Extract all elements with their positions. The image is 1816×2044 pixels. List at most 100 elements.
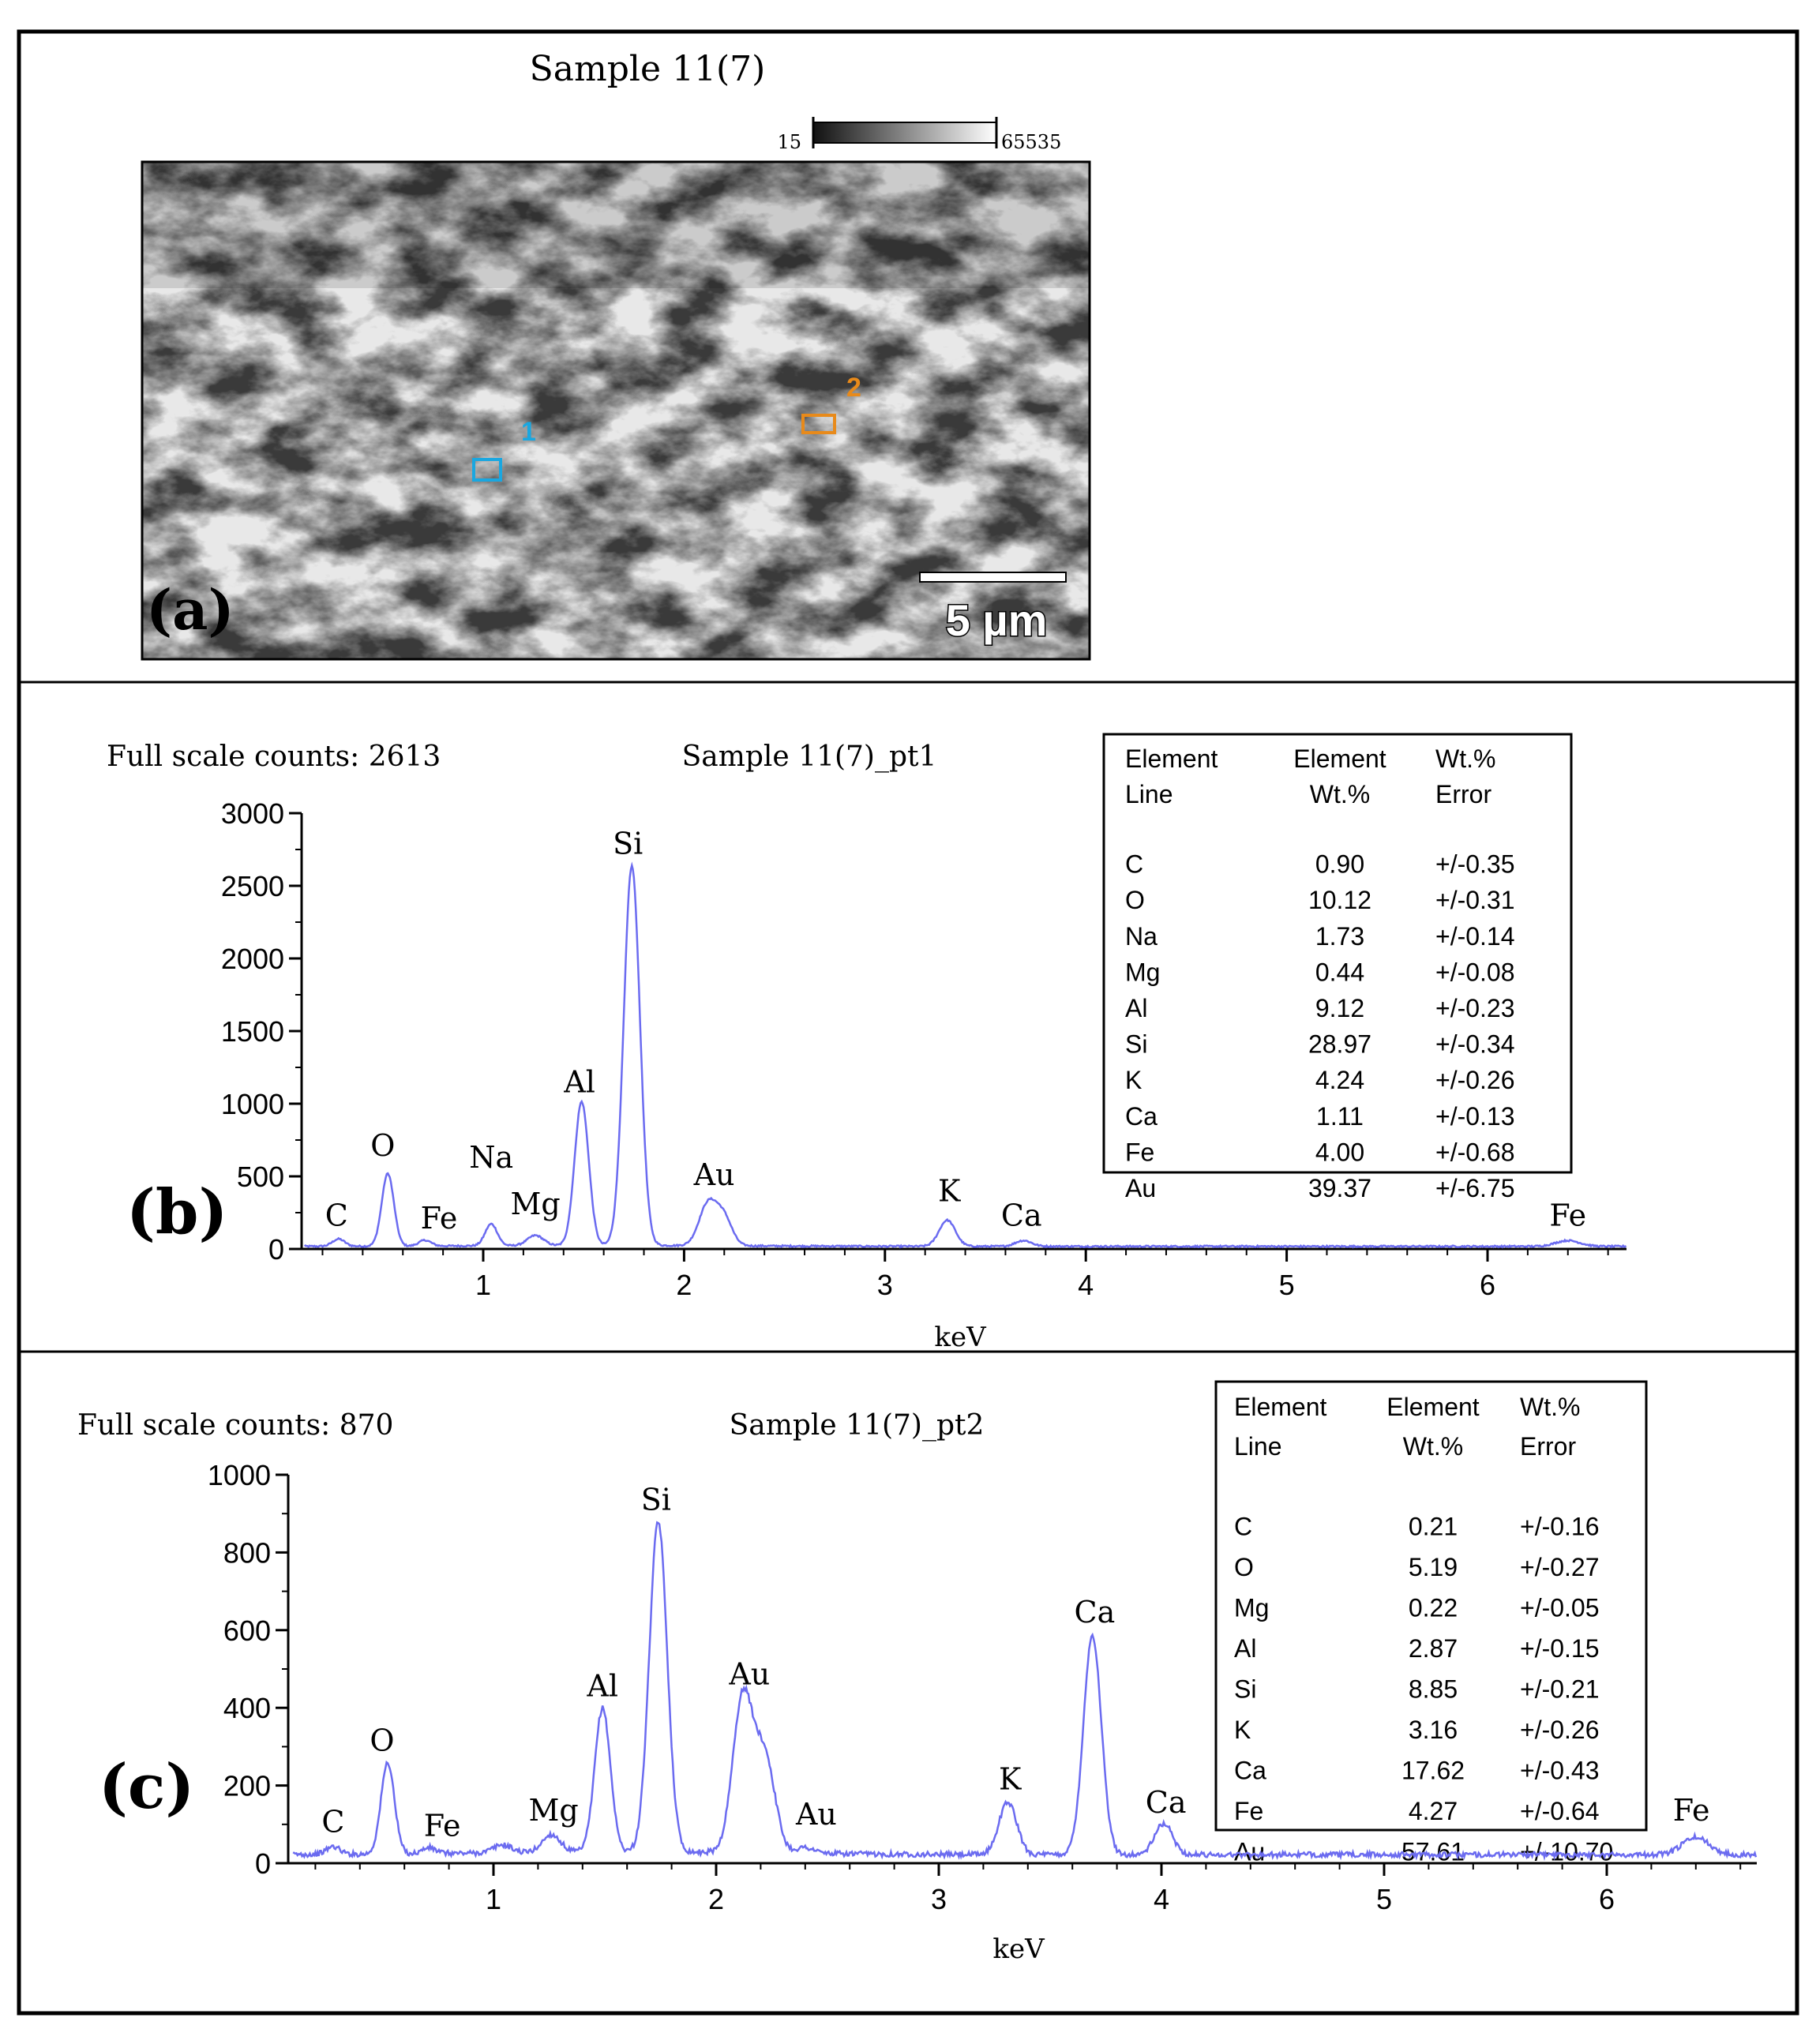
colorbar: [812, 122, 997, 144]
panel-b-x-tick-label: 6: [1480, 1269, 1495, 1301]
panel-b-x-tick-label: 3: [877, 1269, 893, 1301]
panel-c-table-element: Al: [1234, 1634, 1256, 1663]
panel-b-table-element: O: [1125, 886, 1145, 914]
panel-b-th-1b: Line: [1125, 780, 1173, 808]
panel-b-peak-label: Al: [563, 1064, 595, 1099]
panel-b-y-tick-label: 3000: [221, 797, 284, 830]
panel-b-table-error: +/-0.26: [1435, 1066, 1515, 1094]
panel-c-table-element: Ca: [1234, 1757, 1266, 1785]
panel-a: Sample 11(7) 15 65535 1 2 5 µm (a): [141, 49, 1091, 661]
panel-b-table-error: +/-0.34: [1435, 1030, 1515, 1059]
panel-b-table-error: +/-6.75: [1435, 1174, 1515, 1202]
panel-c-table-wt: 57.61: [1401, 1838, 1465, 1866]
panel-b-table-element: Au: [1125, 1174, 1156, 1202]
scale-bar: [919, 572, 1067, 583]
panel-c-spectrum-line: [292, 1521, 1758, 1862]
panel-b-peak-label: C: [325, 1198, 348, 1233]
panel-c-th-1b: Line: [1234, 1432, 1282, 1461]
panel-b-th-3b: Error: [1435, 780, 1491, 808]
panel-c-table-wt: 17.62: [1401, 1757, 1465, 1785]
panel-b-table-element: C: [1125, 850, 1143, 879]
sem-border: [141, 160, 1091, 661]
panel-c-th-3a: Wt.%: [1520, 1393, 1580, 1421]
panel-c-full-scale: Full scale counts: 870: [77, 1409, 393, 1442]
panel-b-table-wt: 4.00: [1315, 1138, 1364, 1166]
panel-b-xlabel: keV: [934, 1322, 987, 1353]
panel-c-y-tick-label: 800: [223, 1536, 271, 1569]
panel-c-table-wt: 8.85: [1409, 1675, 1458, 1704]
panel-b-peak-label: O: [370, 1128, 395, 1163]
panel-c-table-wt: 4.27: [1409, 1797, 1458, 1825]
panel-c-y-tick-label: 200: [223, 1770, 271, 1802]
panel-b-table-element: Mg: [1125, 958, 1160, 986]
panel-c-table-element: Mg: [1234, 1594, 1269, 1622]
panel-c-peak-label: Au: [795, 1797, 837, 1832]
figure-frame: [17, 29, 1799, 2016]
panel-b-table-wt: 1.11: [1316, 1102, 1364, 1131]
panel-b-full-scale: Full scale counts: 2613: [107, 741, 441, 773]
panel-c-peak-label: Si: [641, 1482, 671, 1517]
panel-b-table-element: K: [1125, 1066, 1142, 1094]
panel-b-y-tick-label: 1000: [221, 1088, 284, 1120]
panel-c-th-3b: Error: [1520, 1432, 1576, 1461]
panel-c-peak-label: C: [321, 1805, 344, 1840]
panel-c-x-tick-label: 2: [708, 1883, 724, 1915]
panel-b-th-3a: Wt.%: [1435, 744, 1495, 773]
panel-c-y-tick-label: 1000: [208, 1459, 271, 1491]
panel-b-peak-label: Si: [613, 827, 643, 861]
panel-b-x-tick-label: 1: [475, 1269, 491, 1301]
panel-c-spectrum: Full scale counts: 870 Sample 11(7)_pt2 …: [77, 1380, 1758, 1965]
panel-b-table-element: Ca: [1125, 1102, 1158, 1131]
sem-title: Sample 11(7): [530, 49, 766, 89]
panel-c-x-tick-label: 1: [486, 1883, 501, 1915]
panel-c-peak-label: Fe: [1673, 1793, 1710, 1828]
panel-c-peak-label: Fe: [424, 1809, 461, 1843]
panel-b-y-tick-label: 0: [268, 1233, 284, 1266]
panel-b-peak-label: Fe: [421, 1201, 458, 1236]
panel-c-y-tick-label: 0: [255, 1847, 271, 1880]
panel-b-spectrum-line: [304, 861, 1627, 1249]
panel-b-table-wt: 0.90: [1315, 850, 1364, 879]
sem-top-band: [142, 162, 1090, 288]
panel-b-y-tick-label: 1500: [221, 1015, 284, 1048]
panel-b-peak-label: Au: [693, 1157, 735, 1192]
marker-1-box: [472, 458, 502, 482]
panel-b-table-error: +/-0.14: [1435, 922, 1515, 951]
panel-b-table-body: C 0.90 +/-0.35 O 10.12 +/-0.31 Na 1.73 +/-0.14 Mg…: [1125, 850, 1515, 1202]
panel-b-peak-label: Fe: [1549, 1198, 1586, 1233]
panel-c-th-1a: Element: [1234, 1393, 1327, 1421]
panel-b-y-tick-label: 2000: [221, 943, 284, 975]
panel-b-table-error: +/-0.08: [1435, 958, 1515, 986]
panel-b-table-wt: 28.97: [1308, 1030, 1371, 1059]
panel-b-th-2a: Element: [1293, 744, 1386, 773]
panel-c-table-wt: 0.22: [1409, 1594, 1458, 1622]
panel-c-xlabel: keV: [992, 1933, 1045, 1965]
colorbar-min-label: 15: [777, 131, 801, 153]
panel-b-peak-label: Ca: [1001, 1198, 1042, 1233]
panel-b-x-tick-label: 2: [676, 1269, 692, 1301]
marker-1-label: 1: [521, 417, 536, 447]
panel-c-y-tick-label: 400: [223, 1692, 271, 1724]
panel-c-table-element: Au: [1234, 1838, 1265, 1866]
panel-b-table-wt: 39.37: [1308, 1174, 1371, 1202]
panel-b-table-wt: 4.24: [1315, 1066, 1364, 1094]
panel-c-table-error: +/-10.70: [1520, 1838, 1613, 1866]
panel-c-table-error: +/-0.21: [1520, 1675, 1600, 1704]
panel-c-table-frame: [1214, 1380, 1648, 1832]
panel-c-title: Sample 11(7)_pt2: [730, 1409, 985, 1442]
panel-c-y-tick-label: 600: [223, 1615, 271, 1647]
panel-b-table: Element Line Element Wt.% Wt.% Error C 0.…: [1102, 733, 1573, 1202]
panel-c-table: Element Line Element Wt.% Wt.% Error C 0.…: [1214, 1380, 1648, 1866]
panel-b-y-tick-label: 500: [237, 1161, 284, 1193]
panel-b-y-tick-label: 2500: [221, 870, 284, 902]
panel-b-peak-label: K: [938, 1173, 961, 1208]
panel-b-x-tick-label: 4: [1078, 1269, 1094, 1301]
panel-c-x-tick-label: 6: [1599, 1883, 1615, 1915]
panel-c-peak-label: Mg: [529, 1793, 579, 1828]
panel-b-table-wt: 1.73: [1315, 922, 1364, 951]
scale-bar-label: 5 µm: [946, 595, 1048, 645]
panel-c-table-element: K: [1234, 1716, 1251, 1744]
panel-c-table-error: +/-0.16: [1520, 1513, 1600, 1541]
panel-b-table-element: Al: [1125, 994, 1147, 1022]
